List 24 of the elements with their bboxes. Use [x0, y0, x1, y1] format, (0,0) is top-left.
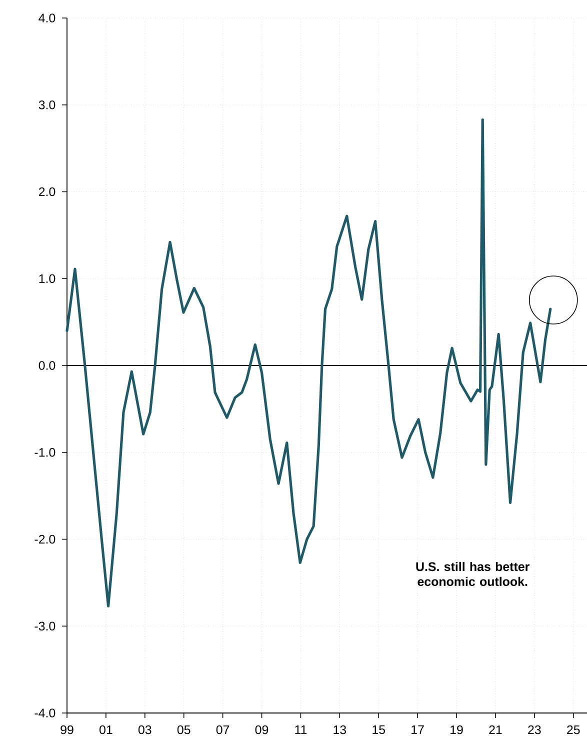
- x-tick-label: 17: [412, 725, 424, 734]
- y-tick-label: 2.0: [38, 187, 56, 196]
- x-tick-label: 01: [100, 725, 112, 734]
- x-tick-label: 19: [450, 725, 463, 734]
- y-tick-label: 3.0: [38, 100, 56, 110]
- annotation: U.S. still has better economic outlook.: [416, 562, 530, 586]
- y-tick-label: -3.0: [34, 622, 56, 631]
- x-tick-label: 07: [216, 725, 230, 734]
- x-tick-label: 15: [372, 725, 386, 734]
- x-tick-label: 11: [295, 725, 307, 734]
- y-tick-label: -4.0: [34, 708, 56, 718]
- x-tick-label: 09: [255, 725, 268, 734]
- x-tick-label: 21: [489, 725, 502, 734]
- x-tick-label: 25: [567, 725, 580, 734]
- y-tick-label: -1.0: [34, 448, 56, 457]
- y-tick-label: -2.0: [34, 534, 56, 544]
- x-tick-label: 99: [60, 725, 74, 734]
- x-tick-label: 05: [177, 725, 190, 734]
- y-tick-label: 1.0: [39, 274, 56, 284]
- y-tick-label: 0.0: [38, 361, 56, 370]
- x-tick-label: 13: [334, 725, 346, 734]
- x-tick-label: 03: [138, 725, 152, 734]
- y-tick-label: 4.0: [38, 14, 56, 22]
- x-tick-label: 23: [528, 725, 541, 734]
